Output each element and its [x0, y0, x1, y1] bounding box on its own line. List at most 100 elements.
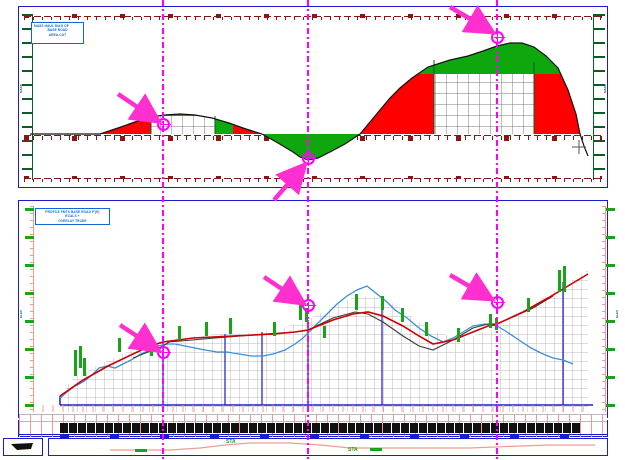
station-table-cell[interactable]	[320, 423, 329, 433]
legend-line: MASS HAUL DIAG OF	[34, 24, 69, 28]
crosshair-station-2[interactable]	[307, 0, 309, 460]
mass-haul-curve	[30, 42, 589, 161]
marker-mass-peak-1[interactable]	[157, 118, 171, 132]
station-table-cell[interactable]	[203, 423, 212, 433]
station-table-cell[interactable]	[266, 423, 275, 433]
station-table-cell[interactable]	[86, 423, 95, 433]
station-table-cell[interactable]	[536, 423, 545, 433]
legend-line: OVERLAY TRUDE	[58, 218, 87, 223]
station-table-cell[interactable]	[176, 423, 185, 433]
station-table-cell[interactable]	[437, 423, 446, 433]
station-table-cell[interactable]	[509, 423, 518, 433]
station-table-cell[interactable]	[518, 423, 527, 433]
station-table-cell[interactable]	[419, 423, 428, 433]
station-table-cell[interactable]	[95, 423, 104, 433]
station-table-cell[interactable]	[212, 423, 221, 433]
station-table-cell[interactable]	[293, 423, 302, 433]
station-table-cell[interactable]	[239, 423, 248, 433]
station-table-cell[interactable]	[374, 423, 383, 433]
marker-mass-peak-2[interactable]	[491, 31, 505, 45]
station-table-cell[interactable]	[302, 423, 311, 433]
plan-strip-panel	[48, 438, 608, 456]
station-table-cell[interactable]	[572, 423, 581, 433]
station-table-cell[interactable]	[482, 423, 491, 433]
crosshair-station-1[interactable]	[162, 0, 164, 460]
station-table-cell[interactable]	[383, 423, 392, 433]
station-table-underline	[19, 434, 607, 436]
station-table-cell[interactable]	[131, 423, 140, 433]
station-table-cell[interactable]	[149, 423, 158, 433]
station-table-cell[interactable]	[248, 423, 257, 433]
station-flag-marks	[74, 266, 566, 376]
station-table-cell[interactable]	[356, 423, 365, 433]
north-arrow-icon	[11, 443, 33, 450]
station-table-cell[interactable]	[104, 423, 113, 433]
station-table-cell[interactable]	[554, 423, 563, 433]
plan-alignment	[110, 442, 595, 452]
mass-haul-panel	[18, 6, 608, 188]
station-table-cell[interactable]	[500, 423, 509, 433]
legend-line: BASE ROAD	[47, 28, 68, 33]
mass-haul-bottom-axis	[24, 176, 602, 182]
station-table-cell[interactable]	[410, 423, 419, 433]
station-table-cell[interactable]	[338, 423, 347, 433]
profile-right-major-ticks	[606, 208, 615, 412]
station-table-cell[interactable]	[257, 423, 266, 433]
profile-right-minor-ticks	[602, 206, 606, 412]
station-table-bottom-blips	[60, 435, 580, 438]
station-table-cell[interactable]	[428, 423, 437, 433]
mass-haul-legend[interactable]: MASS HAUL DIAG OF BASE ROAD AREA-CUT	[31, 22, 84, 44]
existing-ground-line	[59, 285, 574, 399]
secondary-grade-line	[132, 295, 554, 359]
north-arrow-box[interactable]	[3, 438, 43, 456]
marker-mass-trough[interactable]	[302, 152, 316, 166]
profile-left-major-ticks	[25, 208, 34, 412]
profile-legend[interactable]: PROFILE FMTS BASE ROAD P'(E) ECALS + OVE…	[35, 208, 110, 225]
station-table-cell[interactable]	[194, 423, 203, 433]
station-table-cell[interactable]	[284, 423, 293, 433]
station-table-cell[interactable]	[275, 423, 284, 433]
legend-line: PROFILE FMTS BASE ROAD P'(E)	[45, 210, 100, 214]
station-table-cell[interactable]	[77, 423, 86, 433]
station-table-cell[interactable]	[563, 423, 572, 433]
station-table-cell[interactable]	[365, 423, 374, 433]
profile-chart	[42, 266, 593, 412]
station-table-cell[interactable]	[113, 423, 122, 433]
station-table-cell[interactable]	[392, 423, 401, 433]
station-table-cell[interactable]	[491, 423, 500, 433]
station-table-cell[interactable]	[545, 423, 554, 433]
mass-haul-top-axis	[24, 14, 602, 20]
station-table-cell[interactable]	[221, 423, 230, 433]
marker-profile-pvi-1[interactable]	[157, 346, 171, 360]
legend-line: AREA-CUT	[48, 32, 67, 37]
station-table-cell[interactable]	[311, 423, 320, 433]
station-table-cell[interactable]	[60, 423, 68, 433]
crosshair-station-3[interactable]	[496, 0, 498, 460]
station-table-cell[interactable]	[455, 423, 464, 433]
station-table-cell[interactable]	[68, 423, 77, 433]
station-table-cell[interactable]	[185, 423, 194, 433]
station-table-cell[interactable]	[473, 423, 482, 433]
station-table-cell[interactable]	[122, 423, 131, 433]
marker-profile-pvi-2[interactable]	[302, 299, 316, 313]
plan-label-center: STA	[226, 439, 236, 445]
mass-haul-right-axis	[593, 14, 594, 180]
station-table-cell[interactable]	[401, 423, 410, 433]
station-table-row[interactable]	[60, 423, 581, 433]
station-table-cell[interactable]	[446, 423, 455, 433]
station-table-cell[interactable]	[527, 423, 536, 433]
profile-right-axis-label: ELEV	[615, 310, 619, 318]
legend-line: ECALS +	[65, 214, 80, 219]
station-table-cell[interactable]	[347, 423, 356, 433]
plan-label-right: STA	[348, 447, 358, 453]
profile-left-axis-label: ELEV	[19, 310, 23, 318]
station-table-cell[interactable]	[329, 423, 338, 433]
station-table-cell[interactable]	[230, 423, 239, 433]
mass-haul-right-ticks	[594, 14, 605, 180]
mass-haul-left-ticks	[22, 14, 33, 180]
marker-profile-pvi-3[interactable]	[491, 296, 505, 310]
station-table-cell[interactable]	[140, 423, 149, 433]
station-table-cell[interactable]	[464, 423, 473, 433]
station-table-cell[interactable]	[167, 423, 176, 433]
